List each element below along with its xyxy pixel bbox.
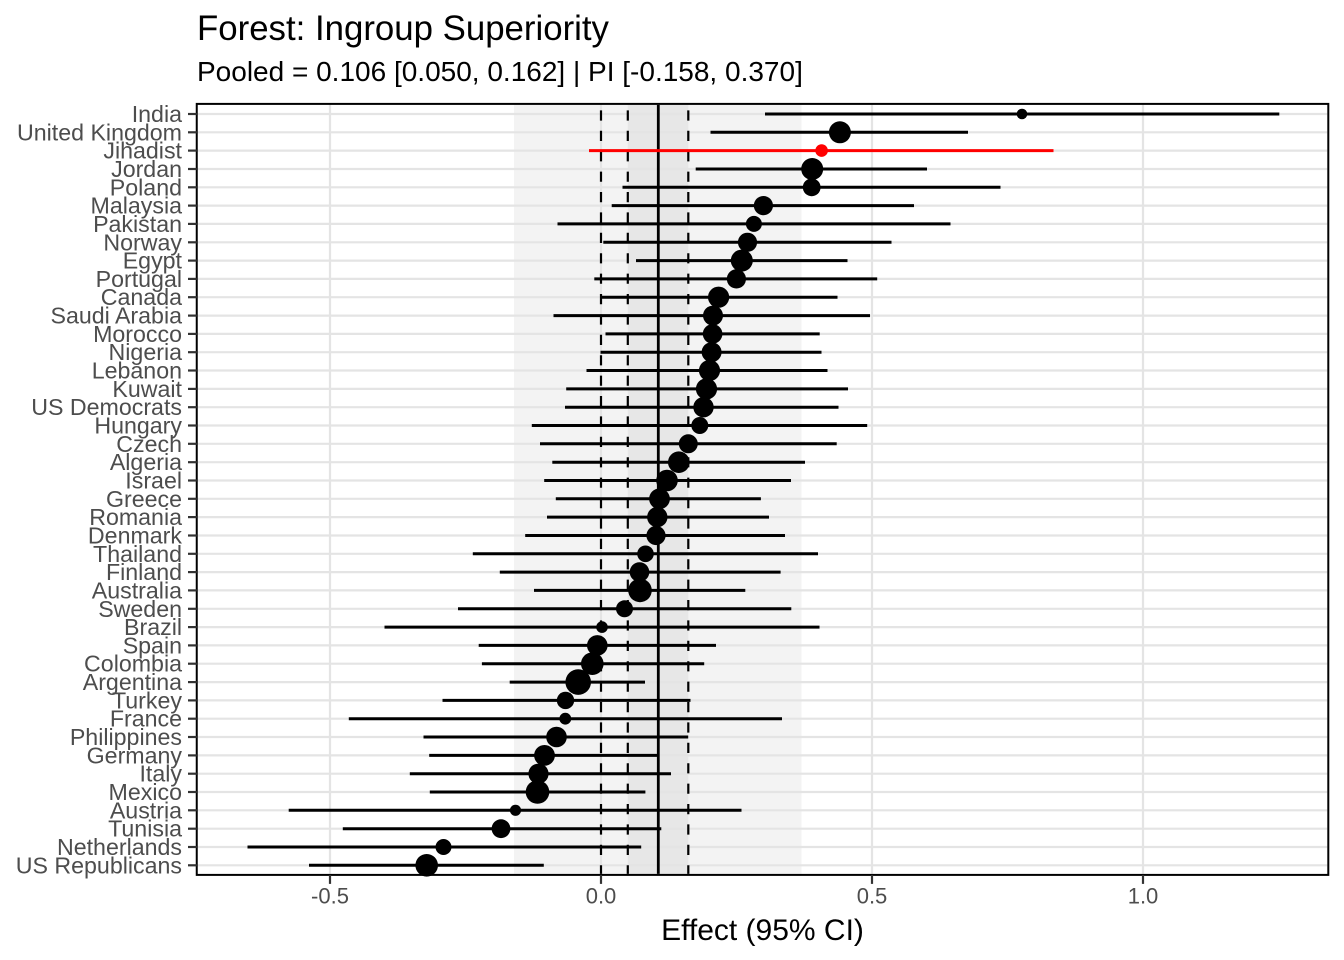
svg-text:0.0: 0.0 <box>586 884 617 909</box>
svg-text:Greece: Greece <box>106 486 182 512</box>
svg-text:Hungary: Hungary <box>94 413 182 439</box>
svg-text:Pakistan: Pakistan <box>93 211 182 237</box>
svg-text:US Republicans: US Republicans <box>16 852 182 878</box>
svg-text:Malaysia: Malaysia <box>91 193 183 219</box>
svg-text:Israel: Israel <box>125 468 182 494</box>
svg-text:Forest: Ingroup Superiority: Forest: Ingroup Superiority <box>197 9 610 48</box>
svg-text:Germany: Germany <box>87 742 183 768</box>
svg-text:Egypt: Egypt <box>123 248 183 274</box>
svg-text:India: India <box>132 101 182 127</box>
svg-text:US Democrats: US Democrats <box>31 394 182 420</box>
svg-text:France: France <box>110 706 182 732</box>
svg-text:Romania: Romania <box>89 504 182 530</box>
svg-text:Philippines: Philippines <box>70 724 182 750</box>
svg-text:Turkey: Turkey <box>112 687 182 713</box>
svg-text:Norway: Norway <box>103 229 182 255</box>
svg-text:Spain: Spain <box>123 632 182 658</box>
svg-text:Argentina: Argentina <box>83 669 182 695</box>
svg-text:Poland: Poland <box>110 174 182 200</box>
svg-text:Pooled = 0.106 [0.050, 0.162]: Pooled = 0.106 [0.050, 0.162] | PI [-0.1… <box>197 56 803 87</box>
svg-text:Kuwait: Kuwait <box>112 376 182 402</box>
svg-text:Denmark: Denmark <box>88 523 182 549</box>
svg-text:Jihadist: Jihadist <box>103 138 182 164</box>
svg-text:0.5: 0.5 <box>857 884 888 909</box>
svg-text:-0.5: -0.5 <box>311 884 349 909</box>
svg-text:Canada: Canada <box>101 284 182 310</box>
svg-text:1.0: 1.0 <box>1128 884 1159 909</box>
svg-text:Netherlands: Netherlands <box>57 834 182 860</box>
svg-text:Effect (95% CI): Effect (95% CI) <box>661 914 864 947</box>
svg-text:Portugal: Portugal <box>96 266 182 292</box>
svg-text:Czech: Czech <box>116 431 182 457</box>
svg-text:Italy: Italy <box>139 761 182 787</box>
svg-text:Jordan: Jordan <box>111 156 182 182</box>
svg-text:Finland: Finland <box>106 559 182 585</box>
svg-text:Morocco: Morocco <box>93 321 182 347</box>
svg-text:Brazil: Brazil <box>124 614 182 640</box>
svg-text:Saudi Arabia: Saudi Arabia <box>51 303 183 329</box>
svg-text:Nigeria: Nigeria <box>109 339 183 365</box>
svg-text:Lebanon: Lebanon <box>92 358 182 384</box>
svg-text:United Kingdom: United Kingdom <box>17 119 182 145</box>
svg-text:Austria: Austria <box>110 797 182 823</box>
svg-text:Sweden: Sweden <box>98 596 182 622</box>
svg-text:Australia: Australia <box>92 577 182 603</box>
svg-text:Mexico: Mexico <box>109 779 182 805</box>
svg-text:Colombia: Colombia <box>84 651 182 677</box>
svg-text:Algeria: Algeria <box>110 449 182 475</box>
svg-text:Thailand: Thailand <box>93 541 182 567</box>
svg-text:Tunisia: Tunisia <box>108 816 182 842</box>
